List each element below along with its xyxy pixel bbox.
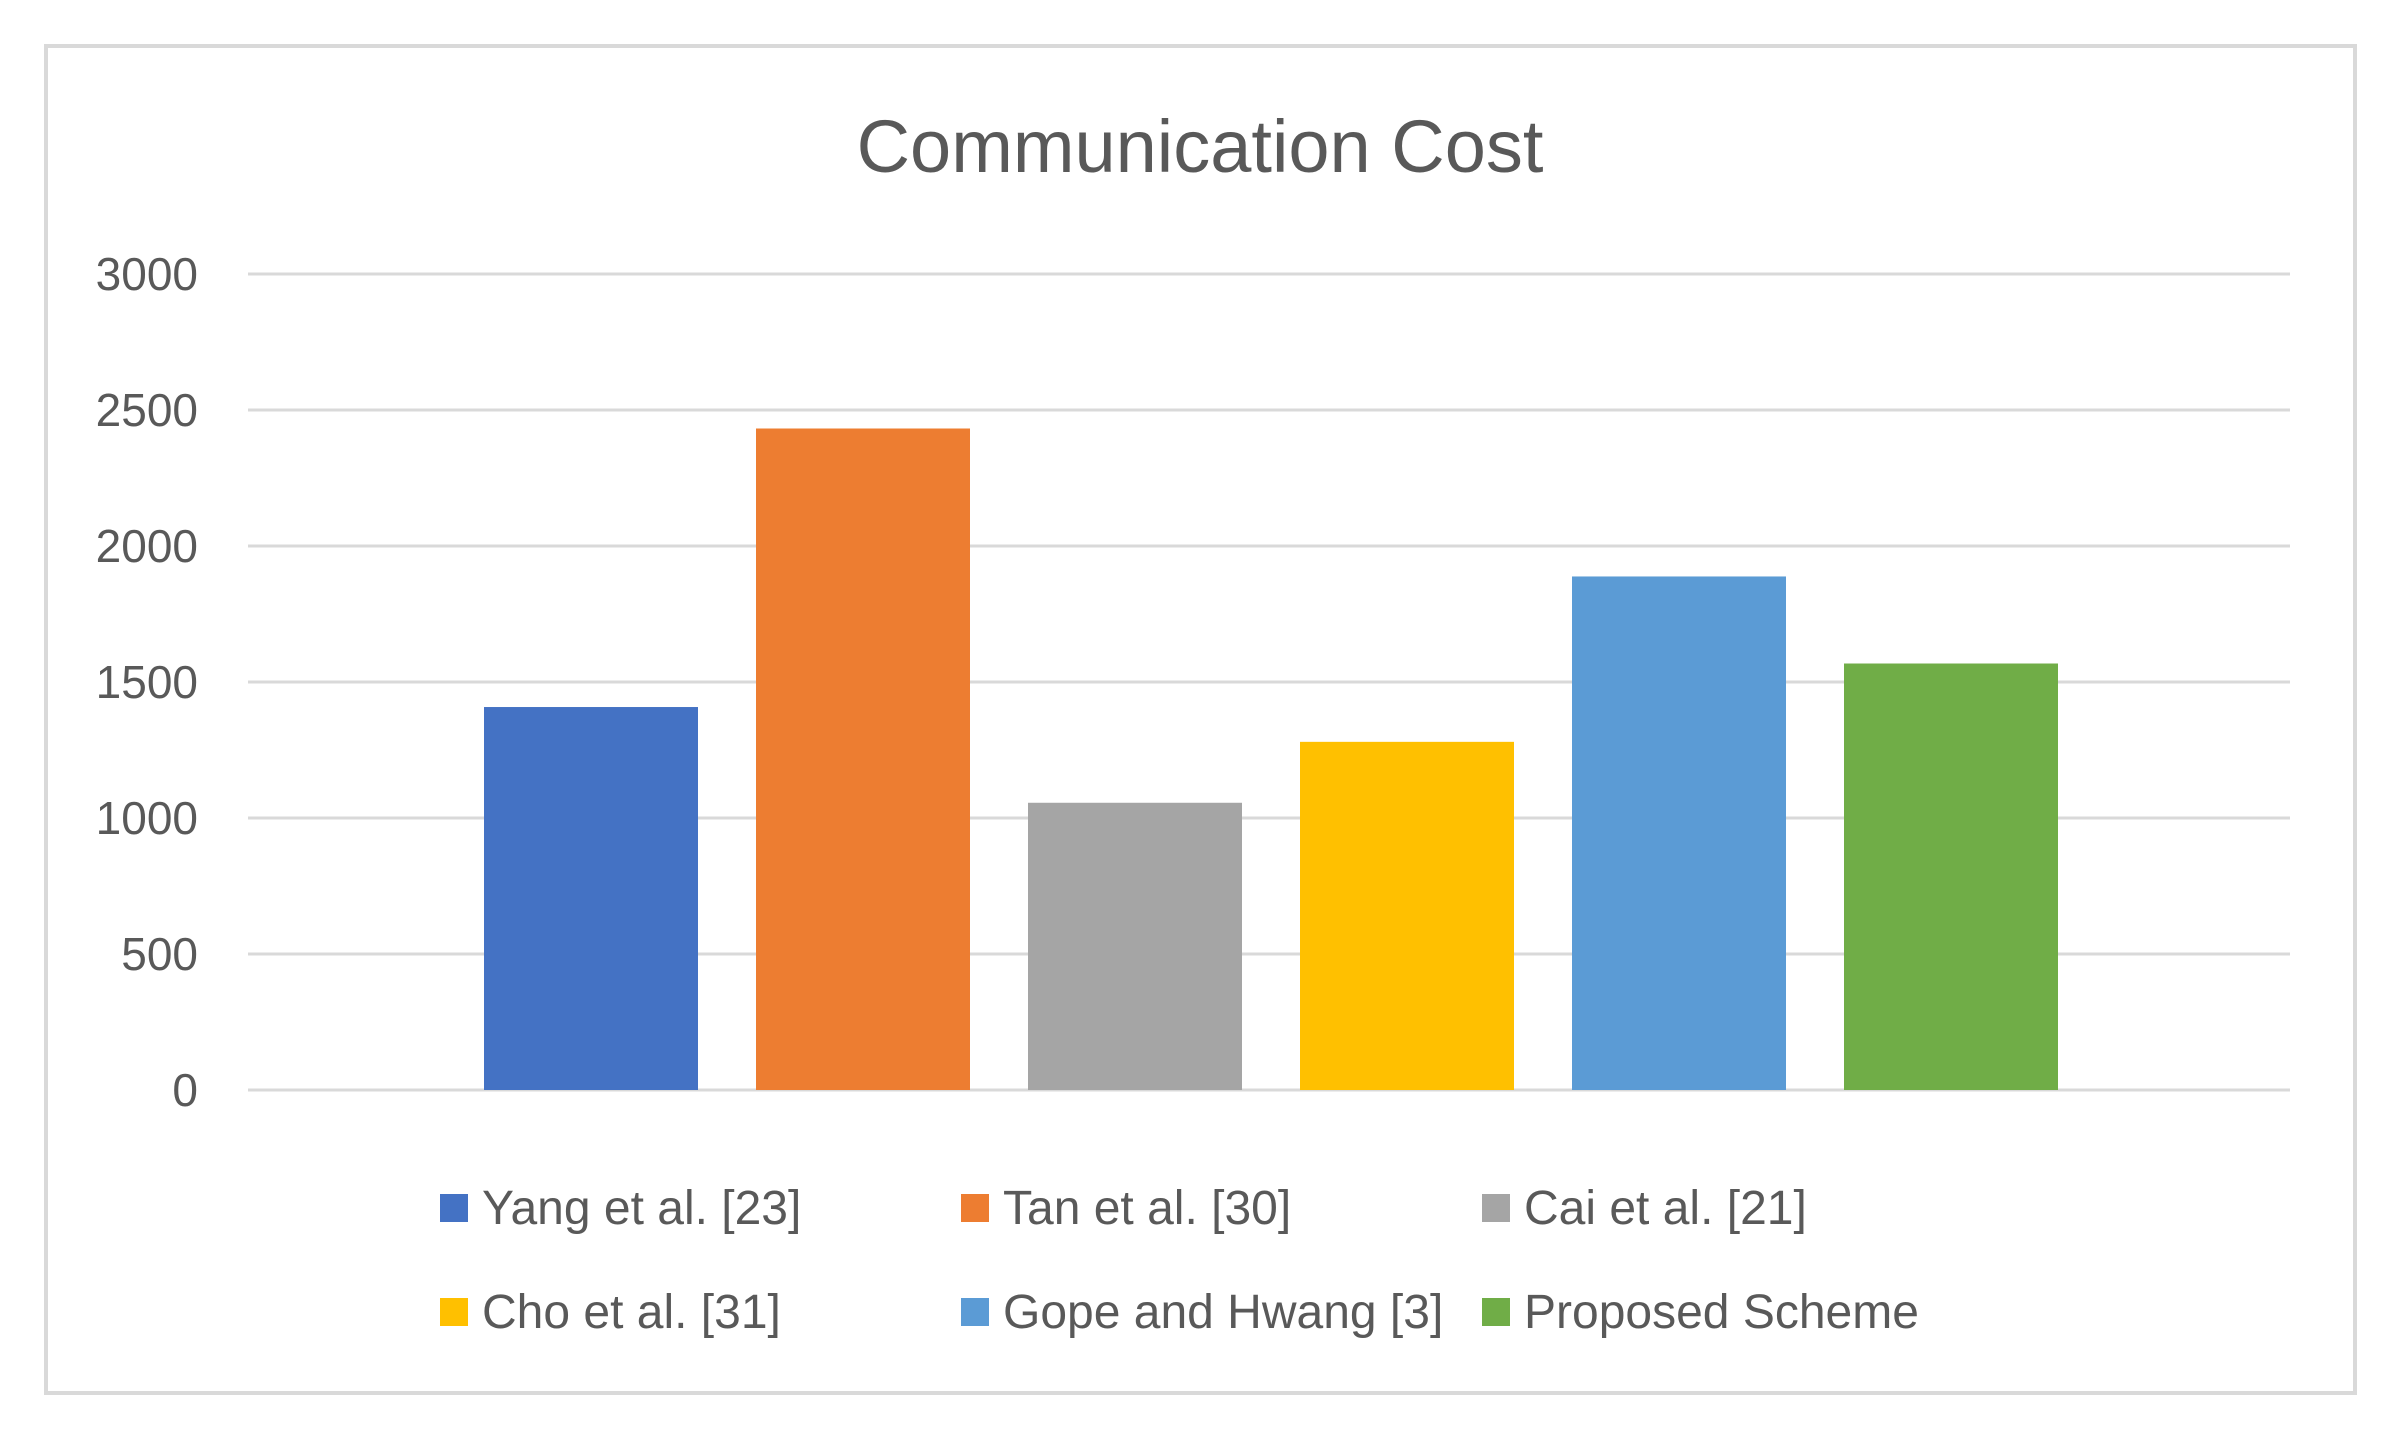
legend-label: Tan et al. [30]: [1003, 1182, 1291, 1235]
legend-label: Yang et al. [23]: [482, 1182, 801, 1235]
y-tick-label: 500: [121, 928, 198, 980]
legend-item: Proposed Scheme: [1482, 1286, 1919, 1339]
legend: Yang et al. [23] Tan et al. [30] Cai et al…: [440, 1182, 1919, 1339]
bar-yang-et-al-23: [484, 707, 698, 1090]
legend-swatch: [961, 1194, 989, 1222]
legend-swatch: [440, 1194, 468, 1222]
bars: [484, 428, 2058, 1091]
legend-item: Yang et al. [23]: [440, 1182, 801, 1235]
legend-swatch: [1482, 1298, 1510, 1326]
y-tick-label: 1000: [96, 792, 198, 844]
legend-item: Gope and Hwang [3]: [961, 1286, 1443, 1339]
legend-item: Tan et al. [30]: [961, 1182, 1291, 1235]
legend-label: Gope and Hwang [3]: [1003, 1286, 1443, 1339]
legend-label: Proposed Scheme: [1524, 1286, 1919, 1339]
legend-label: Cai et al. [21]: [1524, 1182, 1807, 1235]
legend-label: Cho et al. [31]: [482, 1286, 781, 1339]
bar-cho-et-al-31: [1300, 741, 1514, 1090]
bar-gope-and-hwang-3: [1572, 576, 1786, 1090]
bar-cai-et-al-21: [1028, 802, 1242, 1090]
legend-item: Cai et al. [21]: [1482, 1182, 1807, 1235]
legend-swatch: [1482, 1194, 1510, 1222]
y-tick-label: 1500: [96, 656, 198, 708]
bar-tan-et-al-30: [756, 428, 970, 1091]
y-tick-label: 2000: [96, 520, 198, 572]
y-tick-label: 0: [172, 1064, 198, 1116]
legend-swatch: [440, 1298, 468, 1326]
bar-proposed-scheme: [1844, 663, 2058, 1090]
y-tick-label: 3000: [96, 248, 198, 300]
legend-swatch: [961, 1298, 989, 1326]
y-tick-label: 2500: [96, 384, 198, 436]
legend-item: Cho et al. [31]: [440, 1286, 781, 1339]
y-axis-ticks: 0 500 1000 1500 2000 2500 3000: [96, 248, 198, 1116]
chart-title: Communication Cost: [857, 105, 1544, 188]
